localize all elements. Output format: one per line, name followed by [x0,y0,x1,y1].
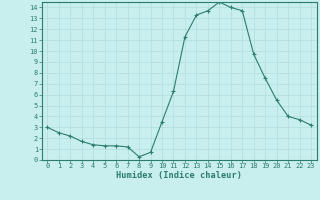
X-axis label: Humidex (Indice chaleur): Humidex (Indice chaleur) [116,171,242,180]
